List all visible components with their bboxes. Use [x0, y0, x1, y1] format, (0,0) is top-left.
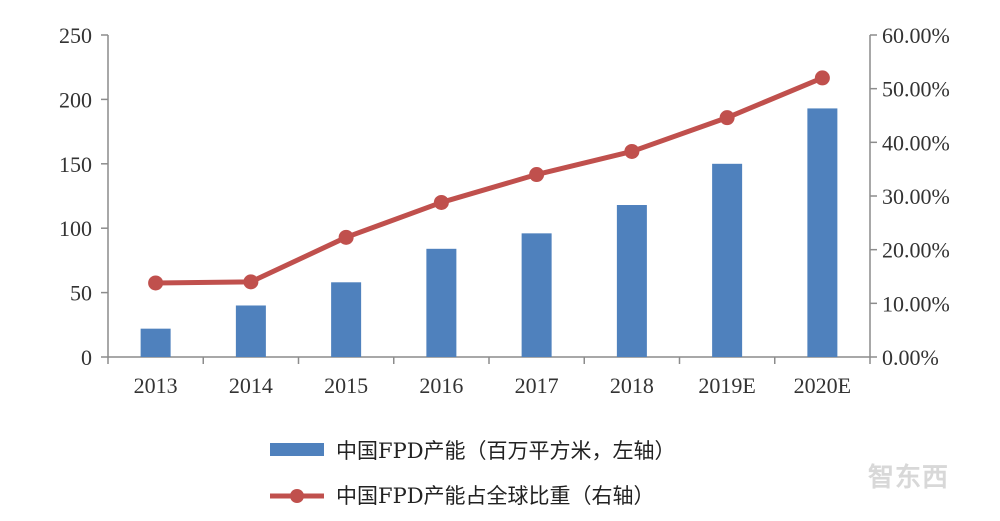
line-point [719, 110, 735, 126]
legend: 中国FPD产能（百万平方米，左轴） 中国FPD产能占全球比重（右轴） [270, 439, 676, 508]
line-point [148, 275, 164, 291]
watermark-logo: 智东西 [868, 462, 949, 493]
right-axis-tick-label: 40.00% [882, 130, 950, 155]
x-axis-tick-label: 2019E [698, 373, 755, 398]
left-axis-tick-label: 50 [70, 281, 92, 306]
right-axis-tick-label: 30.00% [882, 184, 950, 209]
legend-line-label: 中国FPD产能占全球比重（右轴） [336, 484, 655, 508]
right-axis-tick-label: 60.00% [882, 23, 950, 48]
left-y-axis: 0 50 100 150 200 250 [59, 23, 109, 370]
left-axis-tick-label: 0 [81, 345, 92, 370]
bar [521, 233, 552, 357]
x-axis-tick-label: 2016 [419, 373, 463, 398]
bar [712, 163, 743, 357]
x-axis-tick-label: 2020E [794, 373, 851, 398]
line-point [814, 70, 830, 86]
bar [426, 248, 457, 357]
left-axis-tick-label: 100 [59, 216, 92, 241]
right-axis-tick-label: 10.00% [882, 291, 950, 316]
left-axis-tick-label: 200 [59, 87, 92, 112]
x-axis-tick-label: 2017 [515, 373, 559, 398]
right-axis-tick-label: 0.00% [882, 345, 939, 370]
right-axis-tick-label: 20.00% [882, 238, 950, 263]
line-point [338, 229, 354, 245]
x-axis-tick-label: 2018 [610, 373, 654, 398]
bar [235, 305, 266, 357]
right-y-axis: 0.00% 10.00% 20.00% 30.00% 40.00% 50.00% 60.00… [869, 23, 950, 370]
right-axis-tick-label: 50.00% [882, 77, 950, 102]
legend-bar-swatch [270, 443, 324, 456]
line-series [148, 70, 830, 291]
bar-series [140, 108, 838, 357]
line-point [433, 194, 449, 210]
legend-bar-label: 中国FPD产能（百万平方米，左轴） [336, 439, 676, 463]
bar [140, 328, 171, 357]
bar [331, 282, 362, 357]
line-path [155, 75, 824, 286]
line-point [529, 167, 545, 183]
x-axis-tick-label: 2015 [324, 373, 368, 398]
x-axis-tick-label: 2013 [134, 373, 178, 398]
legend-line-marker [290, 489, 304, 503]
left-axis-tick-label: 250 [59, 23, 92, 48]
bar [807, 108, 838, 357]
bar [616, 205, 647, 357]
line-point [243, 274, 259, 290]
x-axis-tick-label: 2014 [229, 373, 273, 398]
left-axis-tick-label: 150 [59, 152, 92, 177]
line-point [624, 143, 640, 159]
x-axis: 2013 2014 2015 2016 2017 2018 2019E 2020E [107, 356, 871, 398]
